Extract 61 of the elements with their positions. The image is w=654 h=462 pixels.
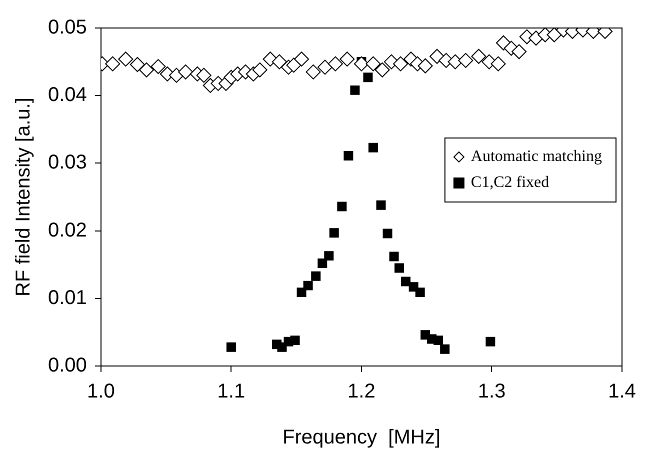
point [376, 200, 386, 210]
point [363, 72, 373, 82]
point [546, 28, 562, 42]
point [344, 151, 354, 161]
point [340, 52, 355, 67]
point [328, 56, 343, 72]
point [272, 54, 287, 70]
point [434, 336, 444, 346]
point [178, 64, 194, 80]
point [354, 56, 369, 72]
point [366, 56, 381, 72]
point [286, 58, 302, 73]
point [294, 52, 310, 67]
x-tick-label: 1.4 [608, 380, 636, 403]
point [350, 85, 360, 95]
point [415, 288, 425, 298]
point [329, 228, 339, 238]
point [118, 52, 134, 67]
point [374, 62, 390, 78]
point [306, 64, 321, 80]
y-tick-label: 0.02 [48, 219, 87, 242]
point [105, 56, 120, 72]
x-tick-label: 1.2 [348, 380, 376, 403]
point [337, 202, 347, 212]
point [458, 52, 474, 68]
point [150, 59, 166, 74]
point [440, 344, 450, 354]
y-tick-label: 0.05 [48, 16, 87, 39]
point [303, 280, 313, 290]
y-tick-label: 0.04 [48, 84, 87, 106]
y-tick-label: 0.03 [48, 152, 87, 174]
point [296, 288, 306, 298]
point [528, 30, 544, 46]
point [196, 68, 212, 83]
x-tick-label: 1.0 [87, 380, 115, 403]
x-tick-label: 1.3 [478, 380, 506, 403]
point [252, 62, 268, 78]
point [311, 271, 321, 281]
point [486, 336, 496, 346]
legend-label: Automatic matching [470, 148, 602, 166]
point [394, 263, 404, 273]
point [389, 252, 399, 262]
point [471, 48, 486, 64]
point [418, 58, 433, 74]
x-tick-label: 1.1 [217, 380, 246, 403]
point [382, 228, 392, 238]
point [368, 142, 378, 152]
y-tick-label: 0.01 [48, 286, 87, 309]
legend-label: C1,C2 fixed [470, 174, 550, 192]
point [318, 258, 328, 268]
point [290, 336, 300, 346]
point [324, 251, 334, 261]
point [393, 56, 408, 72]
point [490, 56, 506, 72]
y-axis-title: RF field Intensity [a.u.] [12, 98, 35, 296]
x-axis-title: Frequency [MHz] [282, 426, 440, 449]
y-tick-label: 0.00 [48, 354, 87, 377]
point [130, 57, 145, 72]
point [226, 342, 236, 352]
point [448, 54, 463, 70]
point [512, 44, 527, 60]
